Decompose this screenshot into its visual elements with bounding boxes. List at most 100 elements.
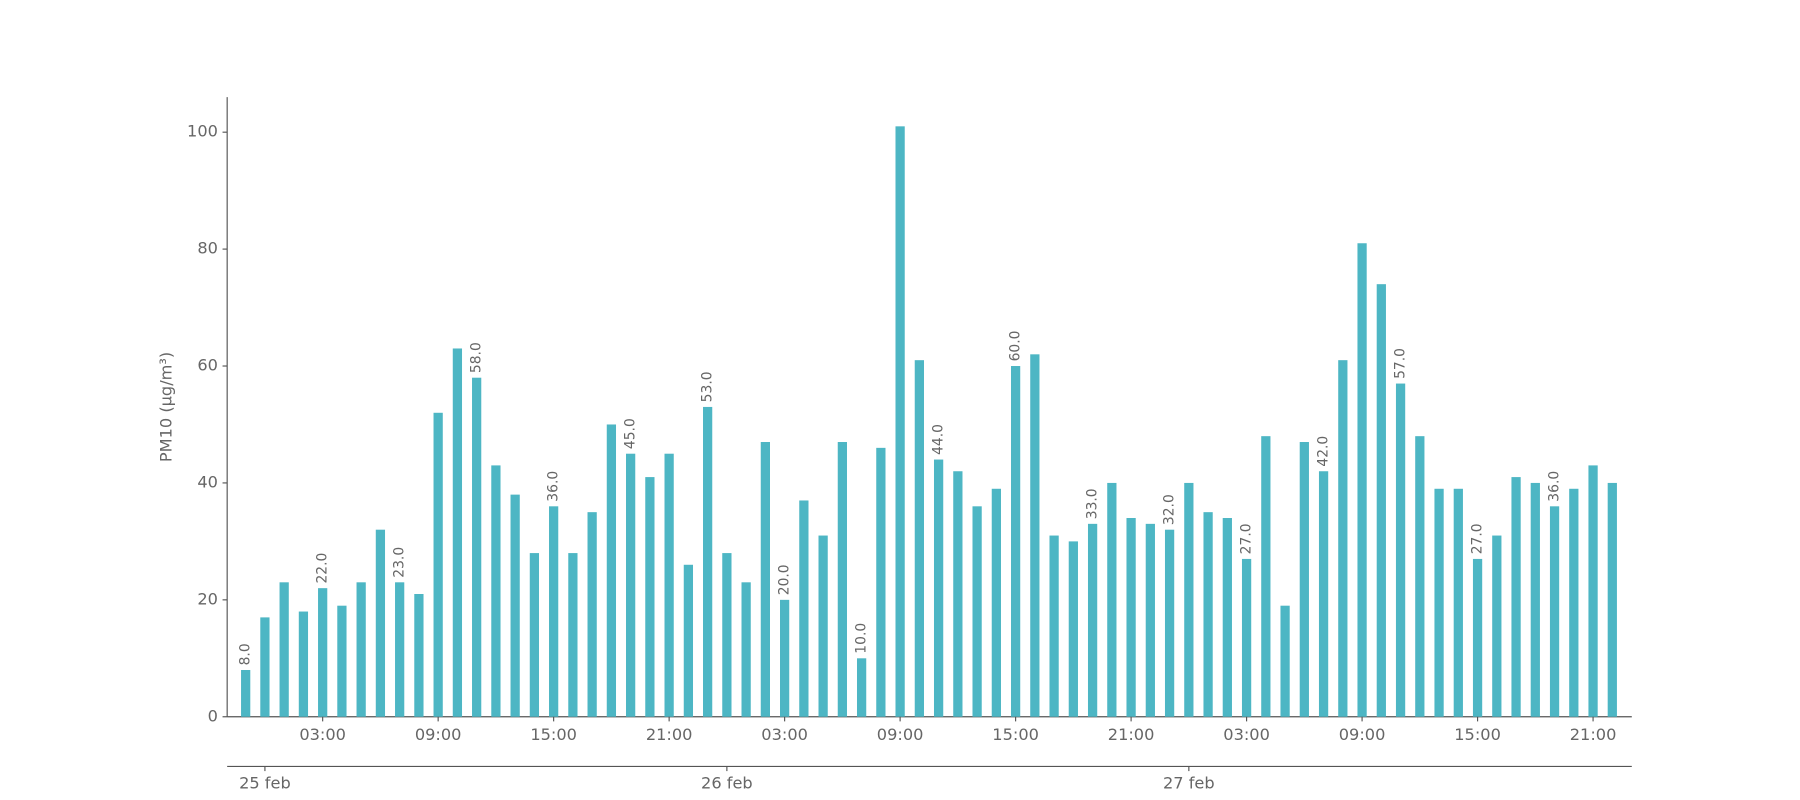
- bar: [1087, 523, 1098, 717]
- bar: [318, 588, 328, 717]
- value-label: 57.0: [1393, 348, 1409, 379]
- bar: [1299, 442, 1309, 717]
- bar: [241, 669, 251, 717]
- value-label: 8.0: [238, 643, 254, 665]
- date-label: 26 feb: [701, 773, 753, 792]
- bar: [741, 582, 751, 717]
- x-tick-label: 03:00: [1223, 725, 1270, 744]
- value-label: 27.0: [1239, 523, 1255, 554]
- bar: [1010, 366, 1021, 717]
- y-tick-label: 40: [197, 472, 218, 491]
- bar: [356, 582, 366, 717]
- x-tick-label: 21:00: [1570, 725, 1617, 744]
- bar: [683, 564, 694, 717]
- bar: [510, 494, 520, 717]
- bar: [529, 553, 540, 717]
- bar: [395, 582, 405, 717]
- bar: [1376, 284, 1386, 717]
- y-tick-label: 60: [197, 356, 218, 375]
- bar: [703, 406, 713, 717]
- bar: [1588, 465, 1598, 717]
- bar: [1030, 354, 1040, 717]
- bar: [375, 529, 386, 717]
- bar: [953, 471, 963, 717]
- x-tick-label: 09:00: [1339, 725, 1386, 744]
- bar: [1261, 436, 1271, 717]
- bar: [1318, 471, 1329, 717]
- bar: [279, 582, 289, 717]
- bar: [337, 605, 347, 717]
- value-label: 58.0: [469, 342, 485, 373]
- bar: [933, 459, 944, 717]
- bar: [433, 412, 443, 717]
- bar: [1184, 482, 1194, 717]
- bar: [1434, 488, 1444, 717]
- x-tick-label: 15:00: [992, 725, 1039, 744]
- bar: [722, 553, 732, 717]
- bar: [1395, 383, 1406, 717]
- value-label: 27.0: [1470, 523, 1486, 554]
- value-label: 10.0: [854, 623, 870, 654]
- bar: [1530, 482, 1540, 717]
- bar: [298, 611, 309, 717]
- x-tick-label: 21:00: [646, 725, 693, 744]
- bar: [799, 500, 809, 717]
- date-label: 25 feb: [239, 773, 291, 792]
- bar: [1222, 518, 1232, 717]
- bar: [1492, 535, 1502, 717]
- bar: [1338, 360, 1348, 717]
- bar: [837, 442, 847, 717]
- x-tick-label: 15:00: [530, 725, 577, 744]
- value-label: 45.0: [623, 418, 639, 449]
- x-tick-label: 15:00: [1454, 725, 1501, 744]
- bar: [1049, 535, 1059, 717]
- y-tick-label: 20: [197, 589, 218, 608]
- bar: [1472, 558, 1483, 717]
- bar: [491, 465, 501, 717]
- bar: [1549, 506, 1560, 717]
- value-label: 33.0: [1085, 488, 1101, 519]
- bar: [760, 442, 770, 717]
- y-axis-label: PM10 (μg/m³): [157, 352, 176, 462]
- bar: [606, 424, 617, 717]
- bar: [1107, 482, 1117, 717]
- bar: [1511, 477, 1521, 717]
- x-tick-label: 09:00: [415, 725, 462, 744]
- value-label: 20.0: [777, 564, 793, 595]
- bar: [914, 360, 924, 717]
- y-tick-label: 100: [187, 122, 218, 141]
- bar: [1280, 605, 1290, 717]
- value-label: 36.0: [546, 471, 562, 502]
- value-label: 44.0: [931, 424, 947, 455]
- y-tick-label: 80: [197, 239, 218, 258]
- bar: [876, 447, 886, 717]
- bar: [414, 594, 424, 717]
- bar: [972, 506, 982, 717]
- bar: [1569, 488, 1579, 717]
- bar: [1145, 523, 1155, 717]
- x-tick-label: 03:00: [761, 725, 808, 744]
- value-label: 23.0: [392, 547, 408, 578]
- value-label: 60.0: [1008, 331, 1024, 362]
- bar: [645, 477, 655, 717]
- bar: [1068, 541, 1078, 717]
- bar: [452, 348, 463, 717]
- bar: [664, 453, 674, 717]
- value-label: 36.0: [1547, 471, 1563, 502]
- value-label: 53.0: [700, 371, 716, 402]
- bar: [895, 126, 905, 717]
- bar: [568, 553, 578, 717]
- bar: [1357, 243, 1367, 717]
- bar: [1241, 558, 1252, 717]
- bar: [856, 658, 867, 717]
- value-label: 22.0: [315, 553, 331, 584]
- bar: [1203, 512, 1213, 717]
- value-label: 42.0: [1316, 436, 1332, 467]
- bar: [587, 512, 597, 717]
- bar: [549, 506, 559, 717]
- y-tick-label: 0: [208, 706, 218, 725]
- bar: [780, 599, 790, 717]
- bar: [818, 535, 828, 717]
